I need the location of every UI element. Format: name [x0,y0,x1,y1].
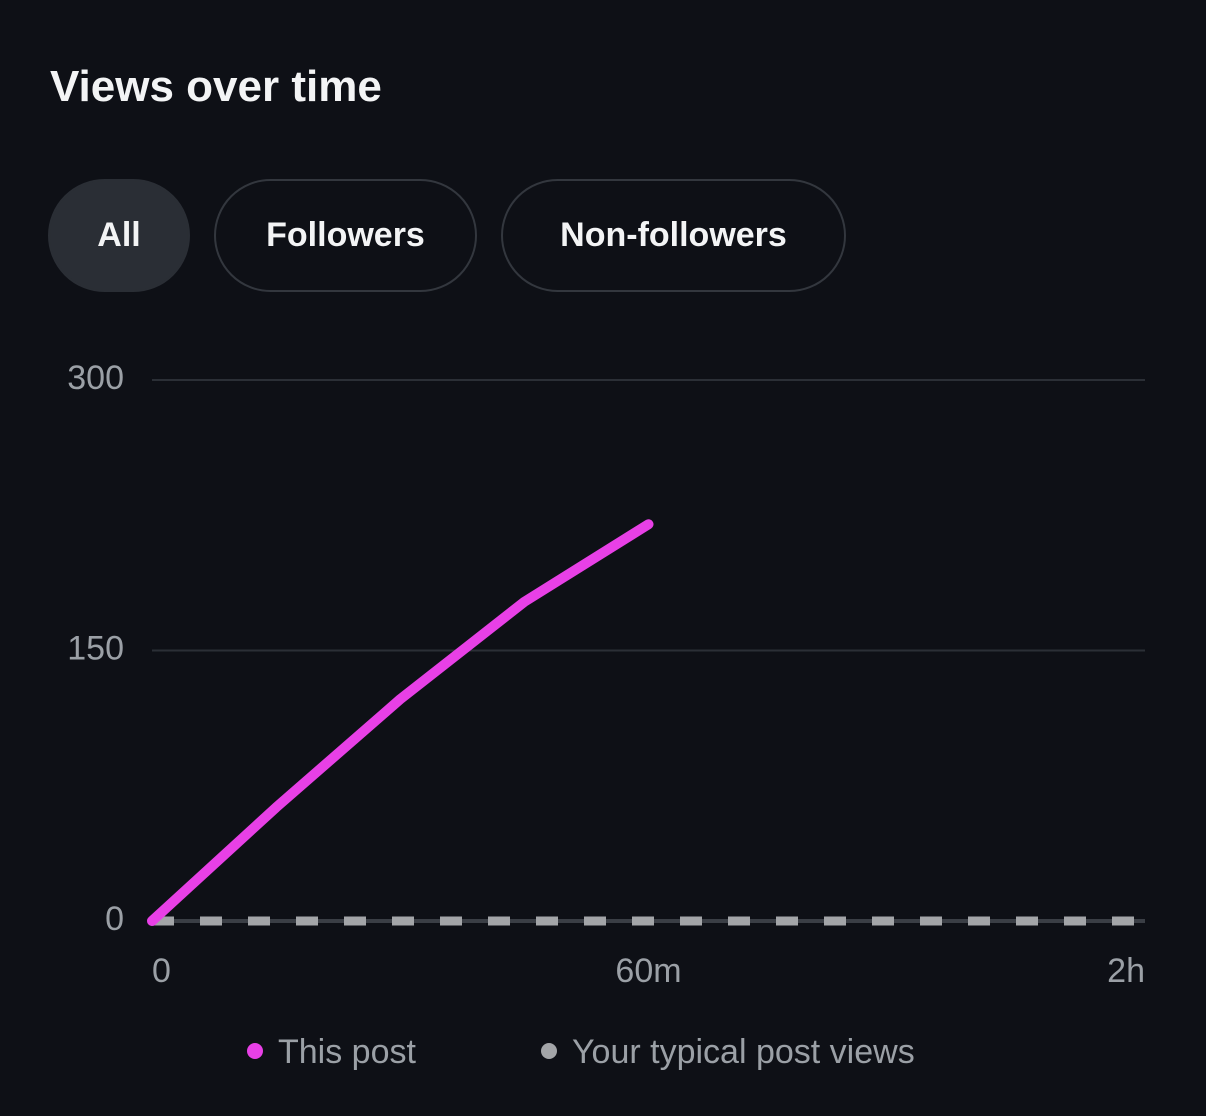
chart-title: Views over time [50,62,382,111]
y-tick-label: 0 [105,900,124,938]
x-tick-label: 60m [615,952,681,990]
filter-tab[interactable]: Non-followers [501,179,846,292]
filter-tab[interactable]: All [48,179,190,292]
x-tick-label: 0 [152,952,171,990]
filter-tab[interactable]: Followers [214,179,477,292]
series-line [147,519,654,926]
y-tick-label: 300 [67,359,124,397]
legend-label: This post [278,1033,416,1071]
legend-label: Your typical post views [572,1033,915,1071]
x-tick-label: 2h [1107,952,1145,990]
y-tick-label: 150 [67,629,124,667]
legend-marker [247,1043,263,1059]
legend-marker [541,1043,557,1059]
